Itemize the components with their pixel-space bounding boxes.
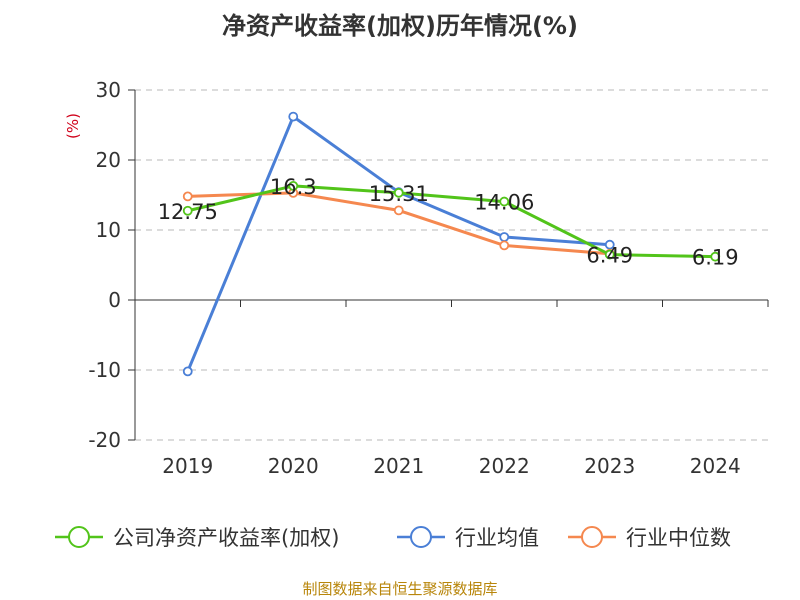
series-line <box>186 115 610 372</box>
legend-label: 行业均值 <box>455 526 539 550</box>
data-label: 15.31 <box>369 182 429 206</box>
data-point <box>499 232 510 242</box>
data-point <box>604 249 615 260</box>
data-label: 6.49 <box>586 244 633 268</box>
data-labels: 12.75 16.3 15.31 14.06 6.49 6.19 <box>158 175 739 270</box>
legend-marker <box>581 526 603 548</box>
axes: 30 20 10 0 -10 -20 2019 2020 2021 2022 2023 2024 <box>88 78 769 478</box>
y-tick-label: 0 <box>108 288 121 312</box>
data-point <box>182 191 193 202</box>
y-tick-label: -20 <box>88 428 121 452</box>
y-tick-label: -10 <box>88 358 121 382</box>
data-point <box>499 196 510 207</box>
x-tick-label: 2024 <box>690 454 741 478</box>
legend: 公司净资产收益率(加权) 行业均值 行业中位数 <box>55 526 731 550</box>
y-tick-label: 30 <box>96 78 121 102</box>
data-label: 12.75 <box>158 200 218 224</box>
x-tick-label: 2020 <box>268 454 319 478</box>
y-tick-label: 10 <box>96 218 121 242</box>
data-label: 16.3 <box>270 175 317 199</box>
legend-marker <box>410 526 432 548</box>
data-point <box>499 240 510 251</box>
series-line <box>187 184 716 259</box>
x-tick-label: 2023 <box>584 454 635 478</box>
x-tick-label: 2021 <box>373 454 424 478</box>
data-point <box>393 205 404 216</box>
data-point <box>182 366 193 377</box>
legend-label: 公司净资产收益率(加权) <box>113 526 339 550</box>
data-point <box>182 205 193 216</box>
legend-item: 行业中位数 <box>568 526 731 550</box>
data-point <box>288 180 299 191</box>
data-point <box>393 187 404 198</box>
legend-item: 行业均值 <box>397 526 539 550</box>
grid-lines <box>135 89 768 441</box>
data-label: 14.06 <box>474 191 534 215</box>
legend-label: 行业中位数 <box>626 526 731 550</box>
x-tick-label: 2019 <box>162 454 213 478</box>
y-axis-unit-label: (%) <box>64 113 82 139</box>
legend-marker <box>68 526 90 548</box>
source-note: 制图数据来自恒生聚源数据库 <box>302 580 497 598</box>
y-tick-label: 20 <box>96 148 121 172</box>
data-point <box>604 239 615 250</box>
legend-item: 公司净资产收益率(加权) <box>55 526 339 550</box>
series-lines <box>182 111 721 377</box>
x-tick-label: 2022 <box>479 454 530 478</box>
data-point <box>710 251 721 262</box>
data-point <box>288 111 299 122</box>
data-label: 6.19 <box>692 246 739 270</box>
chart-title: 净资产收益率(加权)历年情况(%) <box>222 12 578 40</box>
